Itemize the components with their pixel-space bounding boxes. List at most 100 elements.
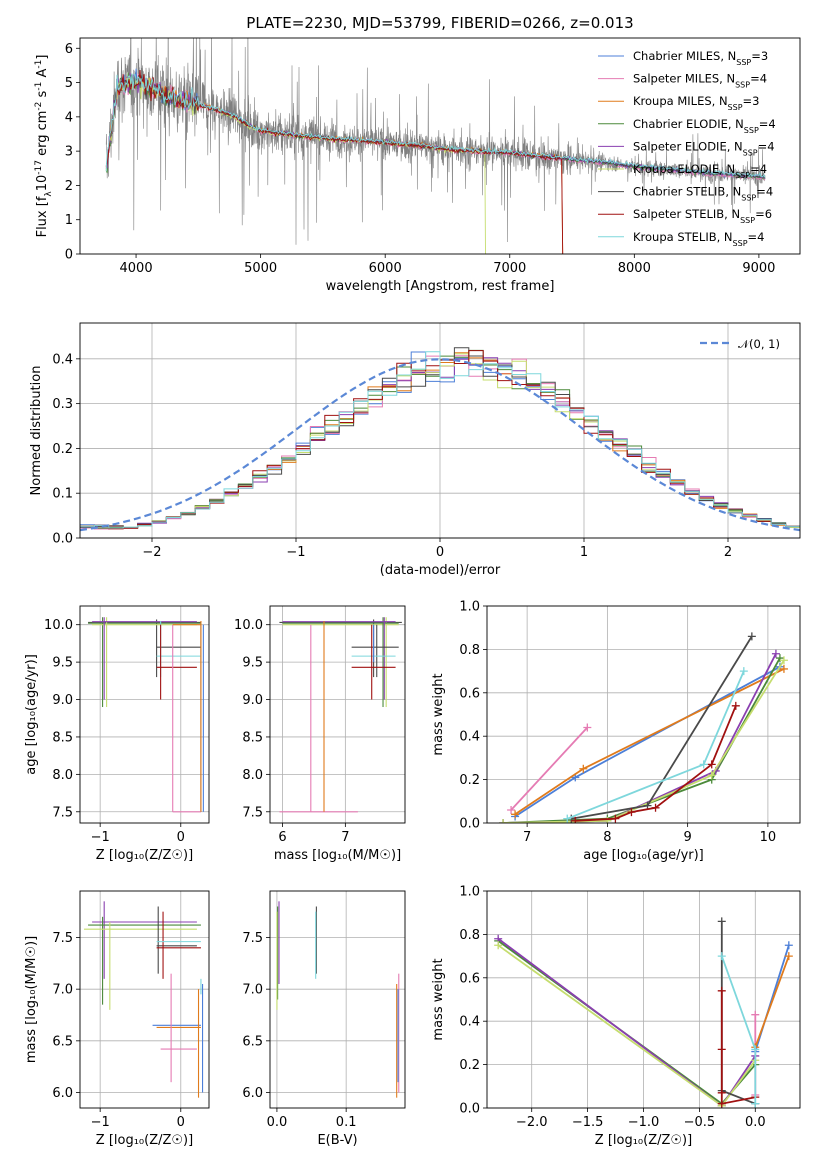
y-axis-label: age [log₁₀(age/yr)] — [24, 654, 39, 775]
age-vs-mass-axes: 6 7 7.5 8.0 8.5 9.0 9.5 10.0 mass [log₁₀(M/M☉)] — [234, 606, 405, 863]
mass-weight-vs-metallicity-frame — [486, 890, 801, 1109]
legend-label: Chabrier STELIB, NSSP=4 — [633, 185, 773, 203]
mass-weight-vs-age-frame — [486, 605, 801, 824]
y-tick-label: 1 — [65, 213, 73, 228]
legend-count: =4 — [748, 230, 765, 244]
x-tick-label: 8000 — [618, 261, 651, 276]
y-tick-label: 8.0 — [52, 768, 73, 783]
figure-title: PLATE=2230, MJD=53799, FIBERID=0266, z=0… — [246, 14, 633, 32]
data-point-marker — [651, 803, 660, 812]
series-line-chabrier-stelib — [571, 635, 753, 820]
data-point-marker — [717, 986, 726, 995]
x-tick-label: 5000 — [244, 261, 277, 276]
x-tick-label: 10 — [760, 830, 777, 845]
legend-name: Chabrier ELODIE, N — [633, 117, 744, 131]
legend-count: =4 — [758, 139, 775, 153]
legend-label: Salpeter MILES, NSSP=4 — [633, 72, 767, 90]
x-tick-label: −1 — [91, 1115, 110, 1130]
y-tick-label: 9.0 — [52, 693, 73, 708]
data-point-marker — [499, 819, 508, 823]
y-axis-label: Normed distribution — [29, 366, 44, 496]
normal-distribution-curve — [80, 358, 800, 532]
x-axis-label: mass [log₁₀(M/M☉)] — [274, 848, 401, 863]
y-tick-label: 6 — [65, 42, 73, 57]
series-line-kroupa-miles — [754, 955, 790, 1048]
mass-vs-ebv-frame — [269, 890, 406, 1109]
series-line-chabrier-stelib — [720, 921, 756, 1105]
x-tick-label: 2 — [724, 545, 732, 560]
data-point-marker — [775, 654, 784, 663]
y-label-part: -2 — [34, 102, 44, 111]
legend-sub: SSP — [744, 125, 759, 134]
x-tick-label: −1 — [286, 545, 305, 560]
y-tick-label: 8.5 — [52, 730, 73, 745]
legend-name: Chabrier STELIB, N — [633, 185, 741, 199]
x-tick-label: 7000 — [493, 261, 526, 276]
data-point-marker — [784, 941, 793, 950]
y-tick-label: 1.0 — [459, 600, 480, 615]
data-point-marker — [699, 760, 708, 769]
x-axis-label: Z [log₁₀(Z/Z☉)] — [595, 1133, 692, 1148]
y-tick-label: 7.5 — [242, 931, 263, 946]
y-tick-label: 0.3 — [52, 397, 73, 412]
age-vs-metallicity-axes: −1 0 7.5 8.0 8.5 9.0 9.5 10.0 Z [log₁₀(Z/Z☉)] age… — [24, 606, 209, 863]
data-point-marker — [571, 816, 580, 823]
y-label-part: A — [35, 69, 50, 82]
y-label-part: ] — [35, 55, 50, 60]
legend-name: Salpeter STELIB, N — [633, 207, 740, 221]
y-tick-label: 0.2 — [459, 1058, 480, 1073]
data-point-marker — [717, 1088, 726, 1097]
legend-count: =3 — [743, 94, 760, 108]
mass-weight-vs-metallicity-axes: −2.0 −1.5 −1.0 −0.5 0.0 0.0 0.2 0.4 0.6 0.8 1.0 Z [… — [431, 885, 800, 1148]
spectrum-y-axis-label: Flux [fλ10-17 erg cm-2 s-1 A-1] — [34, 55, 54, 238]
y-axis-label: mass weight — [431, 673, 446, 755]
x-tick-label: 0.1 — [336, 1115, 357, 1130]
data-point-marker — [784, 952, 793, 961]
age-vs-mass-frame — [269, 605, 406, 824]
model-line-salpeter-stelib — [105, 69, 564, 254]
legend-sub: SSP — [741, 193, 756, 202]
series-line-salpeter-stelib — [720, 990, 756, 1105]
x-tick-label: 0 — [436, 545, 444, 560]
y-tick-label: 7.0 — [52, 983, 73, 998]
y-tick-label: 0.4 — [52, 352, 73, 367]
legend-sub: SSP — [736, 58, 751, 67]
x-tick-label: −1 — [91, 830, 110, 845]
legend-count: =4 — [750, 72, 767, 86]
series-line-kroupa-miles — [514, 668, 785, 816]
x-tick-label: 4000 — [120, 261, 153, 276]
y-axis-label: mass weight — [431, 958, 446, 1040]
x-tick-label: 6 — [278, 830, 286, 845]
y-axis-label: mass [log₁₀(M/M☉)] — [24, 936, 39, 1063]
legend-sub: SSP — [728, 103, 743, 112]
x-tick-label: 0.0 — [745, 1115, 766, 1130]
spectrum-frame — [79, 37, 801, 255]
x-tick-label: 7 — [523, 830, 531, 845]
data-point-marker — [583, 723, 592, 732]
data-point-marker — [717, 1099, 726, 1108]
y-tick-label: 0.8 — [459, 928, 480, 943]
x-tick-label: −2 — [142, 545, 161, 560]
y-label-part: -1 — [34, 60, 44, 69]
x-tick-label: 0 — [177, 830, 185, 845]
mass-vs-ebv-axes: 0.0 0.1 6.0 6.5 7.0 7.5 E(B-V) — [242, 891, 405, 1148]
data-point-marker — [627, 808, 636, 817]
legend-sub: SSP — [735, 80, 750, 89]
legend-sub: SSP — [743, 148, 758, 157]
y-tick-label: 0.4 — [459, 730, 480, 745]
legend-label: 𝒩(0, 1) — [738, 337, 780, 351]
y-tick-label: 9.0 — [242, 693, 263, 708]
legend-label: Chabrier ELODIE, NSSP=4 — [633, 117, 776, 135]
y-tick-label: 0.2 — [52, 442, 73, 457]
legend-name: Kroupa MILES, N — [633, 94, 728, 108]
legend-label: Salpeter ELODIE, NSSP=4 — [633, 139, 775, 157]
legend-count: =4 — [759, 117, 776, 131]
y-label-part: s — [35, 90, 50, 101]
y-tick-label: 0.6 — [459, 686, 480, 701]
x-tick-label: 0.0 — [267, 1115, 288, 1130]
y-tick-label: 0.0 — [459, 1102, 480, 1117]
legend-name: Salpeter ELODIE, N — [633, 139, 743, 153]
y-label-part: Flux [f — [35, 196, 50, 237]
age-vs-mass-plot — [279, 617, 402, 813]
y-tick-label: 0.6 — [459, 971, 480, 986]
